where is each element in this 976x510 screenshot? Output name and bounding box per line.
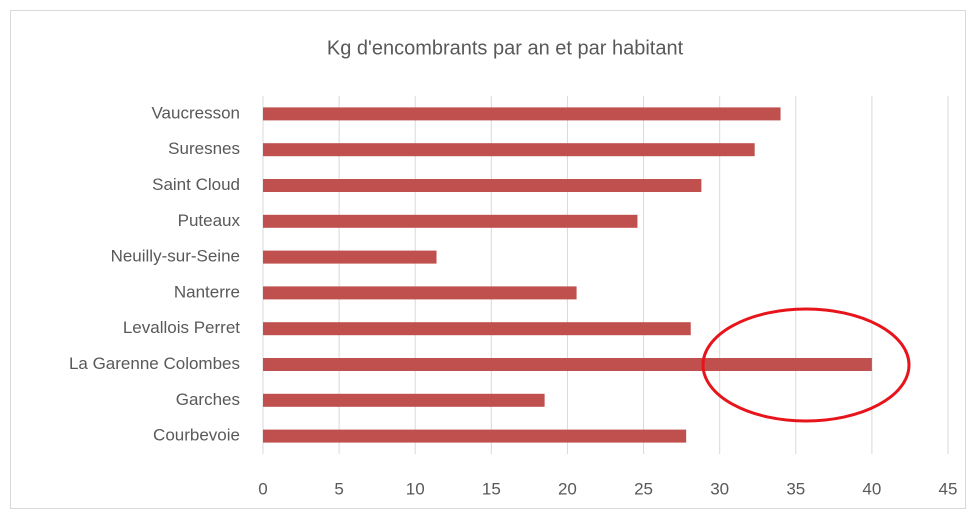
x-tick-label: 15	[482, 479, 501, 498]
y-tick-label: Levallois Perret	[123, 318, 240, 337]
bar	[263, 393, 545, 407]
x-tick-label: 45	[939, 479, 958, 498]
y-tick-label: Suresnes	[168, 139, 240, 158]
bar	[263, 286, 577, 300]
chart-frame	[10, 10, 966, 509]
x-tick-label: 10	[406, 479, 425, 498]
x-tick-label: 40	[862, 479, 881, 498]
bar	[263, 429, 687, 443]
bar	[263, 214, 638, 228]
y-tick-label: Courbevoie	[153, 426, 240, 445]
chart-title: Kg d'encombrants par an et par habitant	[327, 37, 684, 59]
x-tick-label: 0	[258, 479, 267, 498]
x-tick-label: 20	[558, 479, 577, 498]
y-tick-label: Saint Cloud	[152, 175, 240, 194]
x-tick-label: 5	[334, 479, 343, 498]
bar	[263, 322, 691, 336]
y-tick-label: Puteaux	[178, 211, 241, 230]
bar	[263, 143, 755, 157]
highlight-circle	[701, 307, 911, 423]
x-tick-label: 25	[634, 479, 653, 498]
y-tick-label: Nanterre	[174, 282, 240, 301]
bar	[263, 179, 702, 192]
y-tick-label: Garches	[176, 390, 240, 409]
bar	[263, 358, 872, 371]
x-tick-label: 35	[786, 479, 805, 498]
y-tick-label: Vaucresson	[151, 103, 240, 122]
y-tick-label: La Garenne Colombes	[69, 354, 240, 373]
bar	[263, 107, 781, 121]
bar	[263, 250, 437, 264]
y-tick-label: Neuilly-sur-Seine	[111, 247, 240, 266]
x-tick-label: 30	[710, 479, 729, 498]
